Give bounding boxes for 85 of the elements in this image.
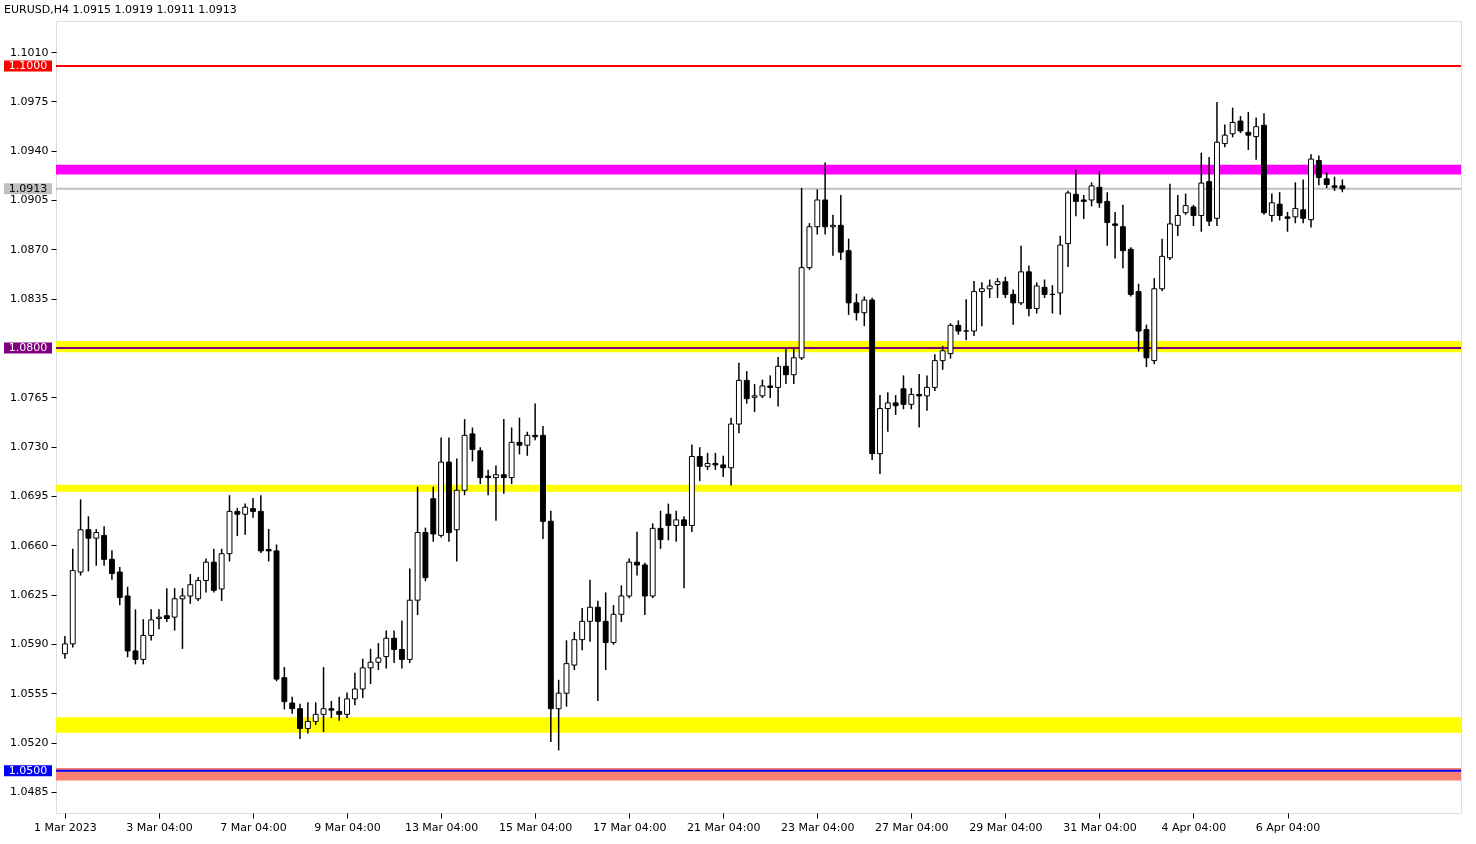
candlestick	[634, 531, 640, 576]
x-tick-label: 9 Mar 04:00	[314, 820, 381, 834]
candlestick	[673, 510, 680, 542]
candlestick	[304, 702, 311, 734]
x-tick-label: 17 Mar 04:00	[592, 820, 667, 834]
candlestick	[1268, 193, 1275, 222]
candlestick	[148, 609, 155, 641]
candlestick	[532, 403, 539, 441]
candlestick	[1315, 155, 1322, 186]
candlestick	[383, 630, 390, 669]
candlestick	[924, 375, 930, 411]
candlestick	[1253, 117, 1260, 160]
x-tick-label: 15 Mar 04:00	[498, 820, 573, 834]
candlestick	[344, 692, 350, 718]
y-tick-label: 1.0660	[10, 538, 49, 552]
candlestick	[579, 607, 586, 651]
candlestick	[1245, 111, 1252, 150]
x-tick-label: 4 Apr 04:00	[1161, 820, 1227, 834]
candlestick	[101, 526, 108, 566]
candlestick	[351, 672, 358, 706]
candlestick	[790, 348, 797, 384]
x-tick-label: 23 Mar 04:00	[781, 820, 855, 834]
candlestick	[782, 348, 789, 384]
y-tick-label: 1.0730	[10, 440, 49, 454]
candlestick	[1300, 179, 1307, 224]
candlestick	[163, 588, 170, 623]
y-tick-label: 1.0590	[10, 637, 49, 651]
candlestick	[336, 696, 343, 721]
candlestick	[963, 299, 970, 341]
candlestick	[500, 419, 507, 494]
candlestick	[242, 503, 249, 535]
candlestick	[61, 636, 68, 659]
x-tick-label: 7 Mar 04:00	[220, 820, 287, 834]
candlestick	[1174, 195, 1181, 236]
candlestick	[297, 703, 303, 740]
x-tick-label: 3 Mar 04:00	[126, 820, 193, 834]
candlestick	[1221, 124, 1228, 148]
y-tick-label: 1.0870	[10, 242, 49, 256]
x-tick-label: 31 Mar 04:00	[1063, 820, 1137, 834]
y-tick-label: 1.0625	[10, 588, 49, 602]
candlestick	[1119, 204, 1126, 269]
y-tick-label: 1.0695	[10, 489, 49, 503]
candlestick	[1112, 211, 1119, 259]
candlestick	[665, 503, 672, 541]
candlestick	[391, 630, 398, 663]
y-tick-label: 1.0765	[10, 390, 49, 404]
y-tick-label: 1.0555	[10, 686, 49, 700]
x-tick-label: 27 Mar 04:00	[875, 820, 949, 834]
candlestick	[587, 579, 593, 642]
candlestick	[493, 465, 499, 521]
ref-line-label: 1.0913	[8, 181, 48, 195]
chart-title: EURUSD,H4 1.0915 1.0919 1.0911 1.0913	[4, 3, 237, 16]
y-tick-label: 1.0905	[10, 193, 49, 207]
x-tick-label: 6 Apr 04:00	[1255, 820, 1321, 834]
ref-line-label: 1.1000	[8, 59, 48, 73]
candlestick	[1010, 289, 1017, 325]
y-tick-label: 1.0835	[10, 292, 49, 306]
candlestick	[978, 282, 985, 327]
candlestick	[720, 455, 727, 477]
candlestick	[250, 497, 256, 518]
candlestick	[775, 357, 782, 407]
y-tick-label: 1.0520	[10, 736, 49, 750]
candlestick	[830, 214, 836, 256]
candlestick	[485, 469, 492, 496]
x-tick-label: 1 Mar 2023	[34, 820, 97, 834]
candlestick	[203, 558, 209, 593]
candlestick	[916, 373, 923, 428]
y-tick-label: 1.0485	[10, 785, 49, 799]
x-tick-label: 29 Mar 04:00	[969, 820, 1043, 834]
y-tick-label: 1.0975	[10, 94, 49, 108]
candlestick	[594, 600, 601, 702]
x-tick-label: 21 Mar 04:00	[687, 820, 761, 834]
y-tick-label: 1.0940	[10, 144, 49, 158]
candlestick	[195, 576, 202, 601]
candlestick	[398, 620, 405, 669]
candlestick	[884, 392, 891, 432]
y-tick-label: 1.1010	[10, 45, 49, 59]
candlestick	[1072, 169, 1079, 217]
candlestick	[156, 609, 162, 630]
candlestick	[681, 516, 687, 589]
x-tick-label: 13 Mar 04:00	[404, 820, 479, 834]
ref-line-label: 1.0500	[8, 763, 48, 777]
ref-line-label: 1.0800	[8, 340, 48, 354]
candlestick	[1276, 192, 1283, 221]
candlestick	[108, 550, 115, 580]
